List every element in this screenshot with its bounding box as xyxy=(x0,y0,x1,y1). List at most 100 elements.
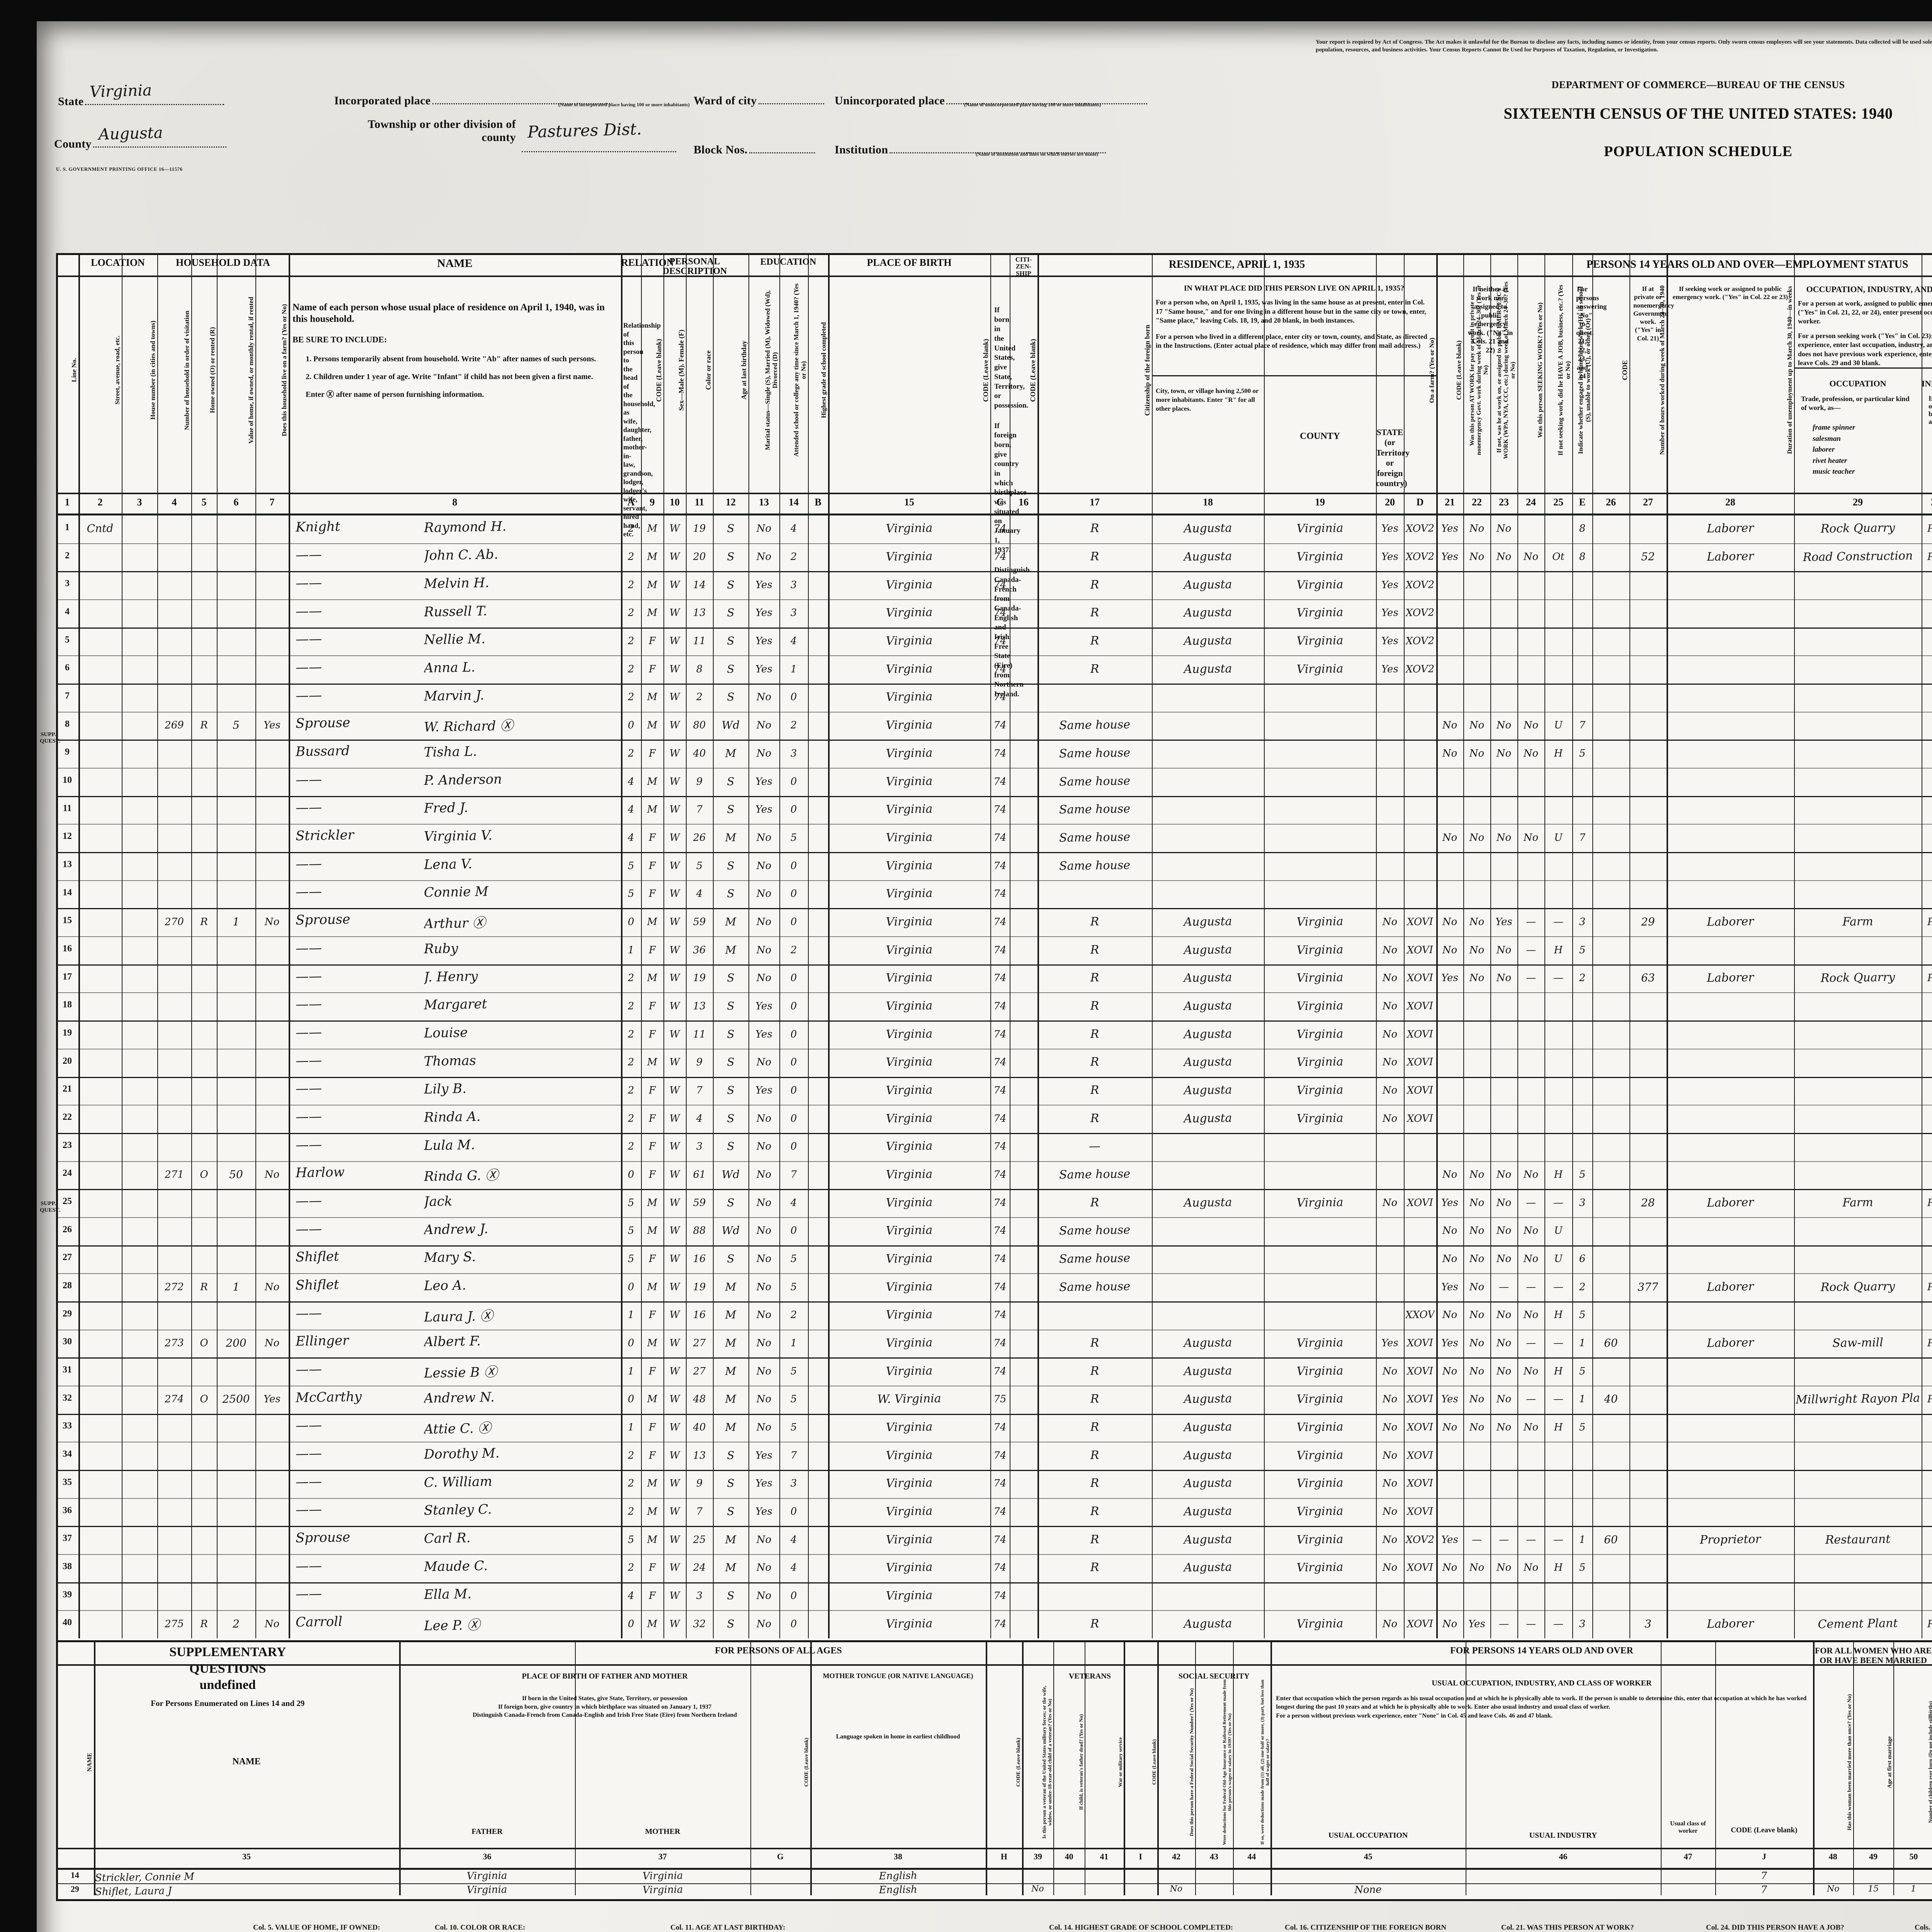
cell-col-15[interactable]: Virginia xyxy=(886,1055,933,1070)
cell-col-12[interactable]: M xyxy=(725,1336,736,1350)
cell-col-13[interactable]: No xyxy=(756,888,772,900)
cell-col-30[interactable]: PW xyxy=(1927,972,1932,984)
cell-col-A[interactable]: 2 xyxy=(628,635,634,647)
cell-col-13[interactable]: No xyxy=(756,1253,772,1265)
cell-col-28[interactable]: Laborer xyxy=(1706,1616,1754,1631)
cell-col-11[interactable]: 4 xyxy=(696,888,703,900)
cell-col-9[interactable]: M xyxy=(647,1618,658,1630)
cell-col-20[interactable]: No xyxy=(1382,1112,1398,1124)
cell-col-A[interactable]: 2 xyxy=(628,1562,634,1574)
supp-cell-38[interactable]: English xyxy=(879,1870,917,1882)
cell-col-D[interactable]: XOVI xyxy=(1406,1112,1434,1125)
cell-col-6[interactable]: 5 xyxy=(232,719,240,732)
cell-col-21[interactable]: No xyxy=(1442,1309,1458,1321)
cell-col-17[interactable]: R xyxy=(1090,549,1099,564)
cell-col-11[interactable]: 16 xyxy=(693,1309,706,1321)
cell-col-22[interactable]: No xyxy=(1469,916,1485,928)
cell-col-19[interactable]: Virginia xyxy=(1296,1476,1344,1491)
cell-col-C[interactable]: 74 xyxy=(993,1225,1007,1237)
township-field[interactable]: Township or other division of county xyxy=(334,118,516,144)
cell-col-11[interactable]: 13 xyxy=(693,607,706,619)
cell-col-18[interactable]: Augusta xyxy=(1184,1027,1232,1041)
cell-col-10[interactable]: W xyxy=(669,635,680,647)
cell-col-12[interactable]: S xyxy=(727,690,735,704)
cell-col-19[interactable]: Virginia xyxy=(1296,915,1344,929)
cell-col-10[interactable]: W xyxy=(669,1084,680,1097)
cell-col-13[interactable]: No xyxy=(756,1337,772,1349)
cell-col-12[interactable]: M xyxy=(725,1308,736,1321)
cell-col-9[interactable]: M xyxy=(647,1478,658,1490)
cell-col-14[interactable]: 5 xyxy=(790,1365,797,1377)
cell-col-9[interactable]: M xyxy=(647,972,658,984)
cell-col-15[interactable]: Virginia xyxy=(886,1588,933,1603)
cell-col-D[interactable]: XOV2 xyxy=(1405,635,1435,647)
cell-surname[interactable]: —— xyxy=(295,1446,322,1462)
cell-col-23[interactable]: No xyxy=(1496,719,1512,731)
cell-col-13[interactable]: No xyxy=(756,832,772,844)
cell-surname[interactable]: —— xyxy=(295,603,322,619)
cell-col-15[interactable]: Virginia xyxy=(886,634,933,648)
cell-col-A[interactable]: 0 xyxy=(628,1168,634,1181)
cell-col-15[interactable]: Virginia xyxy=(886,999,933,1013)
cell-col-23[interactable]: No xyxy=(1496,1421,1512,1434)
cell-col-17[interactable]: R xyxy=(1090,999,1099,1013)
cell-surname[interactable]: —— xyxy=(295,631,322,648)
cell-col-10[interactable]: W xyxy=(669,1505,680,1518)
cell-col-A[interactable]: 2 xyxy=(628,972,634,984)
cell-surname[interactable]: Sprouse xyxy=(295,1529,350,1546)
cell-given-name[interactable]: Raymond H. xyxy=(423,519,507,536)
supp-cell-42[interactable]: No xyxy=(1170,1884,1183,1894)
cell-col-13[interactable]: Yes xyxy=(755,1000,773,1012)
cell-col-17[interactable]: Same house xyxy=(1059,1223,1131,1238)
cell-col-9[interactable]: M xyxy=(647,1534,658,1546)
cell-col-15[interactable]: Virginia xyxy=(886,1027,933,1041)
cell-col-11[interactable]: 19 xyxy=(693,523,706,535)
cell-surname[interactable]: —— xyxy=(295,996,322,1012)
cell-col-5[interactable]: R xyxy=(200,916,208,928)
cell-col-14[interactable]: 5 xyxy=(790,1393,797,1405)
supp-cell-48[interactable]: No xyxy=(1827,1884,1840,1894)
cell-col-18[interactable]: Augusta xyxy=(1184,1392,1232,1406)
cell-col-12[interactable]: S xyxy=(727,1112,735,1125)
cell-col-17[interactable]: R xyxy=(1090,915,1099,929)
cell-col-11[interactable]: 13 xyxy=(693,1449,706,1461)
supp-cell-36[interactable]: Virginia xyxy=(467,1870,508,1882)
cell-col-C[interactable]: 74 xyxy=(993,1618,1007,1630)
cell-col-24[interactable]: No xyxy=(1523,832,1539,844)
cell-col-22[interactable]: — xyxy=(1471,1534,1482,1546)
cell-col-21[interactable]: Yes xyxy=(1441,551,1459,563)
cell-col-9[interactable]: F xyxy=(648,1084,656,1097)
cell-col-17[interactable]: Same house xyxy=(1059,1279,1131,1294)
cell-col-10[interactable]: W xyxy=(669,860,680,872)
cell-col-13[interactable]: No xyxy=(756,1168,772,1181)
cell-col-9[interactable]: F xyxy=(648,1309,656,1321)
cell-col-14[interactable]: 5 xyxy=(790,1281,797,1293)
cell-col-24[interactable]: — xyxy=(1526,1337,1536,1349)
cell-col-13[interactable]: Yes xyxy=(755,776,773,787)
cell-col-17[interactable]: R xyxy=(1090,971,1099,985)
cell-col-19[interactable]: Virginia xyxy=(1296,549,1344,564)
cell-col-28[interactable]: Laborer xyxy=(1706,971,1754,985)
cell-col-23[interactable]: No xyxy=(1496,832,1512,844)
cell-col-18[interactable]: Augusta xyxy=(1184,1560,1232,1575)
cell-col-25[interactable]: Ot xyxy=(1552,551,1565,563)
cell-col-29[interactable]: Rock Quarry xyxy=(1820,521,1895,536)
cell-given-name[interactable]: Virginia V. xyxy=(423,828,493,845)
cell-col-14[interactable]: 0 xyxy=(790,1590,797,1602)
cell-given-name[interactable]: Rinda A. xyxy=(423,1109,481,1126)
cell-col-18[interactable]: Augusta xyxy=(1184,999,1232,1013)
cell-col-11[interactable]: 13 xyxy=(693,1000,706,1012)
cell-col-14[interactable]: 1 xyxy=(790,1337,797,1349)
cell-col-D[interactable]: XOV2 xyxy=(1405,579,1435,591)
cell-col-21[interactable]: No xyxy=(1442,1562,1458,1574)
cell-col-C[interactable]: 74 xyxy=(993,1421,1007,1434)
cell-col-19[interactable]: Virginia xyxy=(1296,605,1344,620)
cell-col-12[interactable]: M xyxy=(725,1533,736,1546)
cell-col-14[interactable]: 0 xyxy=(790,776,797,787)
cell-col-12[interactable]: S xyxy=(727,1477,735,1490)
cell-col-7[interactable]: No xyxy=(264,1337,280,1349)
cell-col-12[interactable]: M xyxy=(725,1364,736,1378)
cell-col-D[interactable]: XXOV xyxy=(1405,1309,1435,1321)
cell-col-15[interactable]: Virginia xyxy=(886,690,933,704)
cell-col-29[interactable]: Restaurant xyxy=(1825,1532,1891,1547)
